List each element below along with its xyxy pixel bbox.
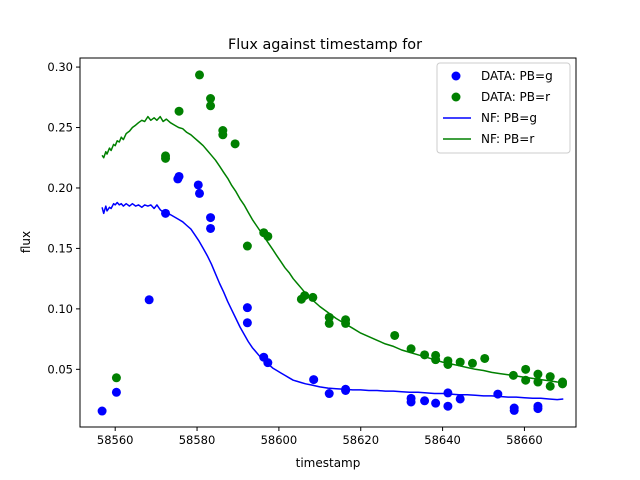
x-tick-label: 58620 [342,433,379,447]
x-axis-label: timestamp [296,456,361,470]
point-data-pb-r [467,358,477,368]
point-data-pb-g [263,358,273,368]
legend-marker [451,71,461,81]
point-data-pb-r [206,94,216,104]
point-data-pb-g [341,385,351,395]
point-data-pb-g [161,208,171,218]
point-data-pb-r [557,379,567,389]
x-tick-label: 58580 [179,433,216,447]
line-nf-pb-g [101,201,564,401]
point-data-pb-g [443,388,453,398]
line-nf-pb-r [101,115,564,384]
point-data-pb-r [545,372,555,382]
legend-label: DATA: PB=r [481,90,550,104]
y-tick-label: 0.20 [47,181,73,195]
point-data-pb-r [218,130,228,140]
y-tick-label: 0.30 [47,60,73,74]
point-data-pb-g [455,394,465,404]
point-data-pb-r [533,377,543,387]
legend-box [436,62,571,154]
point-data-pb-g [420,396,430,406]
point-data-pb-r [521,375,531,385]
point-data-pb-g [443,401,453,411]
point-data-pb-r [242,241,252,251]
point-data-pb-r [480,353,490,363]
x-tick-label: 58560 [97,433,134,447]
point-data-pb-g [144,295,154,305]
legend-label: NF: PB=g [481,111,537,125]
point-data-pb-r [431,355,441,365]
point-data-pb-g [206,213,216,223]
y-axis-ticks: 0.05 0.10 0.15 0.20 0.25 0.30 [47,60,80,376]
legend: DATA: PB=g DATA: PB=r NF: PB=g NF: PB=r [436,62,571,154]
y-tick-label: 0.10 [47,302,73,316]
point-data-pb-g [509,405,519,415]
point-data-pb-g [97,406,107,416]
point-data-pb-r [545,381,555,391]
point-data-pb-g [242,303,252,313]
point-data-pb-r [263,231,273,241]
point-data-pb-r [341,318,351,328]
point-data-pb-g [406,397,416,407]
point-data-pb-r [390,330,400,340]
point-data-pb-r [455,357,465,367]
y-tick-label: 0.05 [47,362,73,376]
x-axis-ticks: 58560 58580 58600 58620 58640 58660 [97,427,543,447]
point-data-pb-g [111,387,121,397]
legend-label: DATA: PB=g [481,69,553,83]
x-tick-label: 58600 [261,433,298,447]
point-data-pb-g [493,389,503,399]
point-data-pb-g [194,188,204,198]
point-data-pb-g [324,389,334,399]
point-data-pb-g [206,223,216,233]
legend-marker [451,92,461,102]
point-data-pb-r [443,359,453,369]
point-data-pb-r [230,139,240,149]
point-data-pb-r [508,370,518,380]
point-data-pb-r [111,373,121,383]
point-data-pb-r [533,369,543,379]
point-data-pb-g [431,398,441,408]
y-axis-label: flux [19,231,33,253]
point-data-pb-r [420,350,430,360]
point-data-pb-g [242,318,252,328]
legend-label: NF: PB=r [481,132,534,146]
point-data-pb-g [309,375,319,385]
model-lines [101,115,564,401]
point-data-pb-g [193,180,203,190]
point-data-pb-g [174,171,184,181]
x-tick-label: 58660 [506,433,543,447]
point-data-pb-g [533,404,543,414]
chart-title: Flux against timestamp for [228,37,422,53]
point-data-pb-r [174,106,184,116]
point-data-pb-r [194,70,204,80]
point-data-pb-r [324,318,334,328]
point-data-pb-r [206,101,216,111]
data-points [97,70,567,416]
point-data-pb-r [521,364,531,374]
x-tick-label: 58640 [424,433,461,447]
y-tick-label: 0.25 [47,121,73,135]
y-tick-label: 0.15 [47,241,73,255]
point-data-pb-r [300,291,310,301]
point-data-pb-r [406,344,416,354]
point-data-pb-r [161,153,171,163]
point-data-pb-r [308,292,318,302]
axes-frame [79,57,577,428]
